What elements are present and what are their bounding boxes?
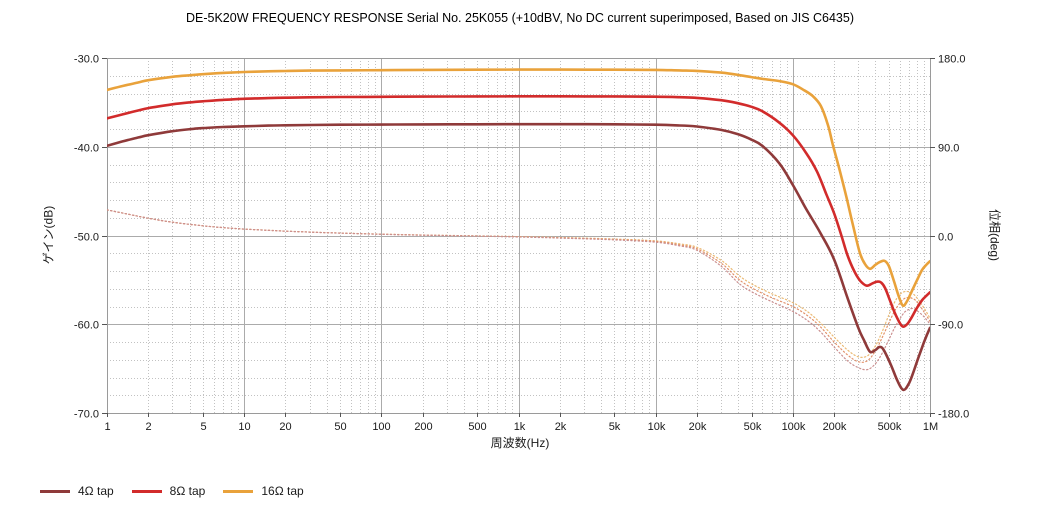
legend-item-16ohm: 16Ω tap bbox=[223, 484, 304, 498]
series-phase-8ohm bbox=[107, 209, 930, 363]
series-gain-16ohm bbox=[107, 68, 930, 308]
legend-swatch-4ohm bbox=[40, 489, 70, 493]
y-left-tick-label: -30.0 bbox=[74, 54, 99, 66]
y-right-tick-label: -180.0 bbox=[938, 409, 969, 421]
x-tick-label: 5 bbox=[200, 421, 206, 433]
y-right-tick-label: 0.0 bbox=[938, 232, 953, 244]
x-tick-label: 50k bbox=[744, 421, 762, 433]
x-tick-label: 100k bbox=[782, 421, 806, 433]
x-tick-label: 10k bbox=[648, 421, 666, 433]
x-tick-label: 500 bbox=[468, 421, 486, 433]
x-tick-label: 2k bbox=[555, 421, 567, 433]
series-gain-8ohm bbox=[107, 94, 930, 328]
legend: 4Ω tap 8Ω tap 16Ω tap bbox=[40, 484, 322, 498]
axis-ticks bbox=[102, 58, 935, 417]
x-tick-label: 2 bbox=[145, 421, 151, 433]
legend-swatch-8ohm bbox=[131, 489, 162, 493]
x-tick-label: 20k bbox=[689, 421, 707, 433]
series-gain-4ohm bbox=[107, 122, 930, 392]
legend-label: 4Ω tap bbox=[78, 484, 114, 498]
x-tick-label: 50 bbox=[334, 421, 346, 433]
x-tick-label: 1 bbox=[104, 421, 110, 433]
axis-tick-labels: 1 2 5 10 20 50 100 200 500 1k 2k 5k 10k 20k 50k 100k 200… bbox=[74, 54, 969, 434]
legend-item-8ohm: 8Ω tap bbox=[131, 484, 206, 498]
legend-label: 8Ω tap bbox=[169, 484, 206, 498]
x-tick-label: 200 bbox=[414, 421, 432, 433]
y-left-tick-label: -60.0 bbox=[74, 320, 99, 332]
series-phase-16ohm bbox=[107, 209, 930, 358]
y-right-tick-label: -90.0 bbox=[938, 320, 963, 332]
x-tick-label: 100 bbox=[372, 421, 390, 433]
x-tick-label: 500k bbox=[878, 421, 902, 433]
x-tick-label: 1M bbox=[923, 421, 938, 433]
chart-title: DE-5K20W FREQUENCY RESPONSE Serial No. 2… bbox=[185, 11, 854, 25]
x-tick-label: 1k bbox=[514, 421, 526, 433]
y-right-tick-label: 180.0 bbox=[938, 54, 966, 66]
curves bbox=[107, 68, 930, 392]
y-left-tick-label: -50.0 bbox=[74, 232, 99, 244]
legend-label: 16Ω tap bbox=[261, 484, 304, 498]
legend-item-4ohm: 4Ω tap bbox=[40, 484, 114, 498]
grid-minor bbox=[107, 58, 930, 413]
series-phase-4ohm bbox=[107, 209, 930, 371]
y-right-tick-label: 90.0 bbox=[938, 143, 959, 155]
x-tick-label: 5k bbox=[609, 421, 621, 433]
legend-swatch-16ohm bbox=[223, 489, 254, 493]
y-left-tick-label: -40.0 bbox=[74, 143, 99, 155]
x-tick-label: 10 bbox=[238, 421, 250, 433]
y-left-tick-label: -70.0 bbox=[74, 409, 99, 421]
x-tick-label: 20 bbox=[279, 421, 291, 433]
x-axis-title: 周波数(Hz) bbox=[490, 436, 550, 450]
x-tick-label: 200k bbox=[823, 421, 847, 433]
